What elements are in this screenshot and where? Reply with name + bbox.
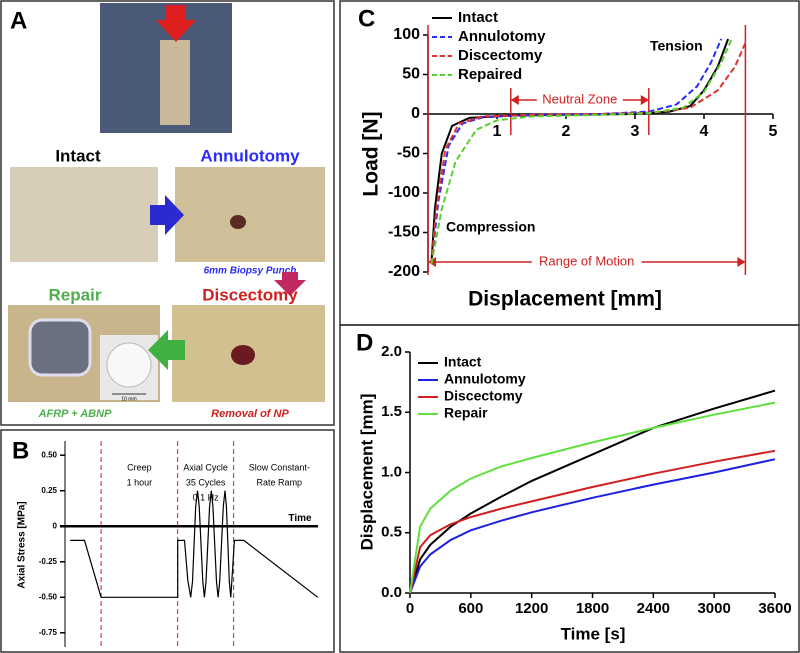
x-tick-label: 3600 — [758, 600, 791, 617]
panel-label: A — [10, 7, 27, 34]
panel-label: C — [358, 5, 375, 32]
legend-label: Annulotomy — [444, 371, 526, 387]
y-tick-label: 1.5 — [381, 403, 402, 420]
panel-b-frame — [0, 429, 335, 653]
annotation: Compression — [446, 219, 535, 235]
phase-label: 35 Cycles — [186, 477, 226, 487]
stage-label: Discectomy — [202, 285, 298, 304]
x-tick-label: 3 — [631, 123, 640, 140]
photo-hole — [230, 215, 246, 229]
stage-label: Annulotomy — [200, 146, 300, 165]
phase-label: Slow Constant- — [249, 462, 310, 472]
legend-label: Intact — [444, 354, 482, 370]
x-tick-label: 0 — [406, 600, 414, 617]
series-line — [409, 449, 776, 594]
stage-note: 6mm Biopsy Punch — [204, 266, 297, 277]
y-tick-label: 0.5 — [381, 524, 402, 541]
y-tick-label: 0.25 — [41, 486, 57, 495]
phase-label: Creep — [127, 462, 152, 472]
x-tick-label: 600 — [458, 600, 483, 617]
x-tick-label: 4 — [700, 123, 709, 140]
stage-label: Repair — [49, 285, 102, 304]
legend-label: Discectomy — [444, 388, 523, 404]
phase-label: Axial Cycle — [183, 462, 228, 472]
y-axis-label: Displacement [mm] — [357, 394, 376, 551]
x-tick-label: 1 — [493, 123, 502, 140]
x-axis-label: Time [s] — [561, 624, 626, 643]
legend-label: Intact — [458, 9, 498, 26]
phase-label: Rate Ramp — [257, 477, 303, 487]
y-tick-label: 0 — [411, 105, 420, 122]
scale-bar-label: 10 mm — [121, 396, 136, 402]
load-arrow — [156, 5, 196, 42]
label-bg — [531, 253, 642, 271]
series-line — [430, 38, 723, 265]
step-arrow — [148, 330, 185, 370]
panel-a: A Intact Annulotomy 6mm Biopsy Punch Rep… — [8, 3, 325, 420]
x-tick-label: 3000 — [697, 600, 730, 617]
y-tick-label: 0 — [53, 521, 58, 530]
y-tick-label: -0.75 — [39, 628, 58, 637]
phase-label: 0.1 Hz — [193, 492, 220, 502]
panel-a-frame — [0, 0, 335, 426]
stage-note: Removal of NP — [211, 408, 289, 420]
annotation: Range of Motion — [539, 253, 634, 268]
panel-d-frame — [339, 324, 800, 653]
photo-cavity — [231, 345, 255, 365]
y-tick-label: 0.0 — [381, 584, 402, 601]
x-axis-label: Displacement [mm] — [468, 288, 662, 311]
x-tick-label: 1200 — [515, 600, 548, 617]
x-tick-label: 2400 — [637, 600, 670, 617]
photo-disc — [106, 342, 152, 388]
stress-line — [70, 490, 319, 598]
step-arrow — [150, 195, 184, 235]
x-tick-label: 1800 — [576, 600, 609, 617]
y-axis-label: Load [N] — [360, 111, 383, 196]
panel-label: B — [12, 437, 29, 464]
y-tick-label: 2.0 — [381, 343, 402, 360]
y-tick-label: -0.50 — [39, 592, 58, 601]
y-tick-label: -100 — [388, 184, 420, 201]
series-line — [409, 458, 776, 594]
stage-label: Intact — [55, 146, 101, 165]
panel-label: D — [356, 329, 373, 356]
y-tick-label: 50 — [402, 66, 420, 83]
annotation: Neutral Zone — [542, 91, 617, 106]
y-tick-label: -0.25 — [39, 557, 58, 566]
legend-label: Repaired — [458, 66, 522, 83]
photo-intact — [10, 167, 158, 262]
step-arrow — [274, 272, 306, 296]
y-tick-label: -150 — [388, 224, 420, 241]
photo-implant — [28, 318, 92, 377]
series-line — [430, 38, 733, 265]
stage-note: AFRP + ABNP — [38, 408, 112, 420]
legend-label: Discectomy — [458, 47, 543, 64]
y-tick-label: 100 — [393, 26, 420, 43]
y-tick-label: -50 — [397, 145, 420, 162]
phase-label: 1 hour — [127, 477, 153, 487]
legend-label: Annulotomy — [458, 28, 546, 45]
series-line — [409, 401, 776, 594]
series-line — [430, 42, 747, 265]
x-tick-label: 2 — [562, 123, 571, 140]
y-tick-label: 0.50 — [41, 450, 57, 459]
y-axis-label: Axial Stress [MPa] — [17, 501, 28, 588]
photo-detail — [160, 40, 190, 125]
y-tick-label: -200 — [388, 263, 420, 280]
x-tick-label: 5 — [769, 123, 778, 140]
y-tick-label: 1.0 — [381, 463, 402, 480]
legend-label: Repair — [444, 405, 488, 421]
label-bg — [536, 91, 623, 109]
x-axis-label: Time — [288, 513, 312, 524]
series-line — [409, 389, 776, 594]
annotation: Tension — [650, 38, 703, 54]
photo-annulotomy — [175, 167, 325, 262]
